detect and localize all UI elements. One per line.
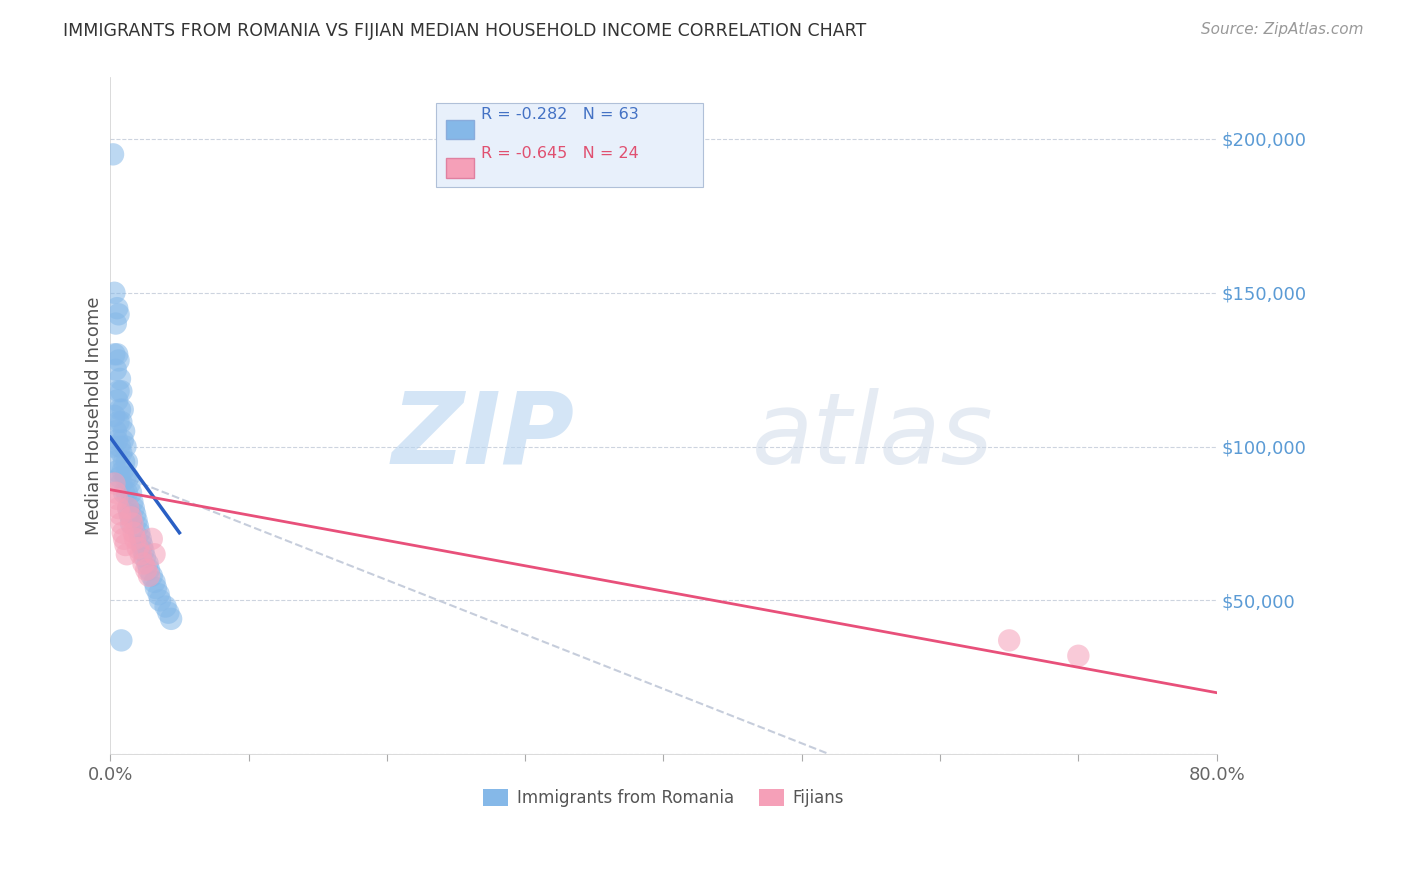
Point xyxy=(101,147,124,161)
Point xyxy=(103,285,125,300)
Point xyxy=(141,569,163,583)
Point xyxy=(132,544,155,558)
Point xyxy=(105,464,128,478)
Point xyxy=(118,476,141,491)
Point xyxy=(157,606,180,620)
Point xyxy=(115,455,138,469)
Point xyxy=(114,538,136,552)
Point xyxy=(104,317,127,331)
Point xyxy=(110,446,132,460)
Point xyxy=(107,353,129,368)
Point xyxy=(112,532,135,546)
Point xyxy=(160,612,183,626)
Point xyxy=(104,424,127,438)
Point xyxy=(103,476,125,491)
Point xyxy=(103,409,125,423)
Point xyxy=(114,470,136,484)
Point xyxy=(131,538,153,552)
Text: ZIP: ZIP xyxy=(392,388,575,484)
Point xyxy=(122,525,145,540)
Point xyxy=(143,574,166,589)
Point xyxy=(108,372,131,386)
Text: Source: ZipAtlas.com: Source: ZipAtlas.com xyxy=(1201,22,1364,37)
Legend: Immigrants from Romania, Fijians: Immigrants from Romania, Fijians xyxy=(477,782,851,814)
Point xyxy=(103,455,125,469)
Point xyxy=(107,384,129,399)
Point xyxy=(105,347,128,361)
Point xyxy=(107,415,129,429)
Point xyxy=(124,532,146,546)
Point xyxy=(136,557,159,571)
Point xyxy=(117,501,139,516)
Point xyxy=(148,587,170,601)
Point xyxy=(129,532,152,546)
Point xyxy=(114,440,136,454)
Point xyxy=(104,485,127,500)
Point xyxy=(143,547,166,561)
Text: IMMIGRANTS FROM ROMANIA VS FIJIAN MEDIAN HOUSEHOLD INCOME CORRELATION CHART: IMMIGRANTS FROM ROMANIA VS FIJIAN MEDIAN… xyxy=(63,22,866,40)
Point xyxy=(129,547,152,561)
Point xyxy=(108,508,131,522)
Point xyxy=(1067,648,1090,663)
Point xyxy=(108,440,131,454)
Point xyxy=(120,510,142,524)
Point xyxy=(132,557,155,571)
Point xyxy=(110,415,132,429)
Point xyxy=(112,485,135,500)
Point xyxy=(112,424,135,438)
Point xyxy=(115,547,138,561)
Point xyxy=(107,307,129,321)
Text: atlas: atlas xyxy=(752,388,994,484)
Point xyxy=(120,516,142,531)
Point xyxy=(105,301,128,315)
Point xyxy=(107,501,129,516)
Point xyxy=(111,402,134,417)
Point xyxy=(111,525,134,540)
Point xyxy=(121,495,143,509)
Point xyxy=(125,513,148,527)
Point xyxy=(141,532,163,546)
Point xyxy=(127,541,149,555)
Point xyxy=(105,434,128,448)
Point xyxy=(124,508,146,522)
Point xyxy=(121,516,143,531)
Point xyxy=(111,464,134,478)
Point xyxy=(135,563,157,577)
Point xyxy=(101,440,124,454)
Y-axis label: Median Household Income: Median Household Income xyxy=(86,296,103,535)
Point xyxy=(110,516,132,531)
Point xyxy=(108,402,131,417)
Point xyxy=(118,508,141,522)
Point xyxy=(111,434,134,448)
Point xyxy=(104,362,127,376)
Point xyxy=(105,393,128,408)
Point xyxy=(134,550,156,565)
Point xyxy=(127,519,149,533)
Point xyxy=(110,476,132,491)
Point xyxy=(117,501,139,516)
Text: R = -0.645   N = 24: R = -0.645 N = 24 xyxy=(481,146,638,161)
Point xyxy=(998,633,1021,648)
Point xyxy=(128,525,150,540)
Point xyxy=(112,455,135,469)
Point xyxy=(149,593,172,607)
Point xyxy=(117,470,139,484)
Point xyxy=(155,599,177,614)
Point xyxy=(145,581,167,595)
Point xyxy=(108,470,131,484)
Point xyxy=(110,384,132,399)
Point xyxy=(103,347,125,361)
Point xyxy=(110,633,132,648)
Point xyxy=(138,563,160,577)
Point xyxy=(115,485,138,500)
Point xyxy=(122,501,145,516)
Point xyxy=(138,569,160,583)
Text: R = -0.282   N = 63: R = -0.282 N = 63 xyxy=(481,107,638,121)
Point xyxy=(120,485,142,500)
Point xyxy=(105,491,128,506)
